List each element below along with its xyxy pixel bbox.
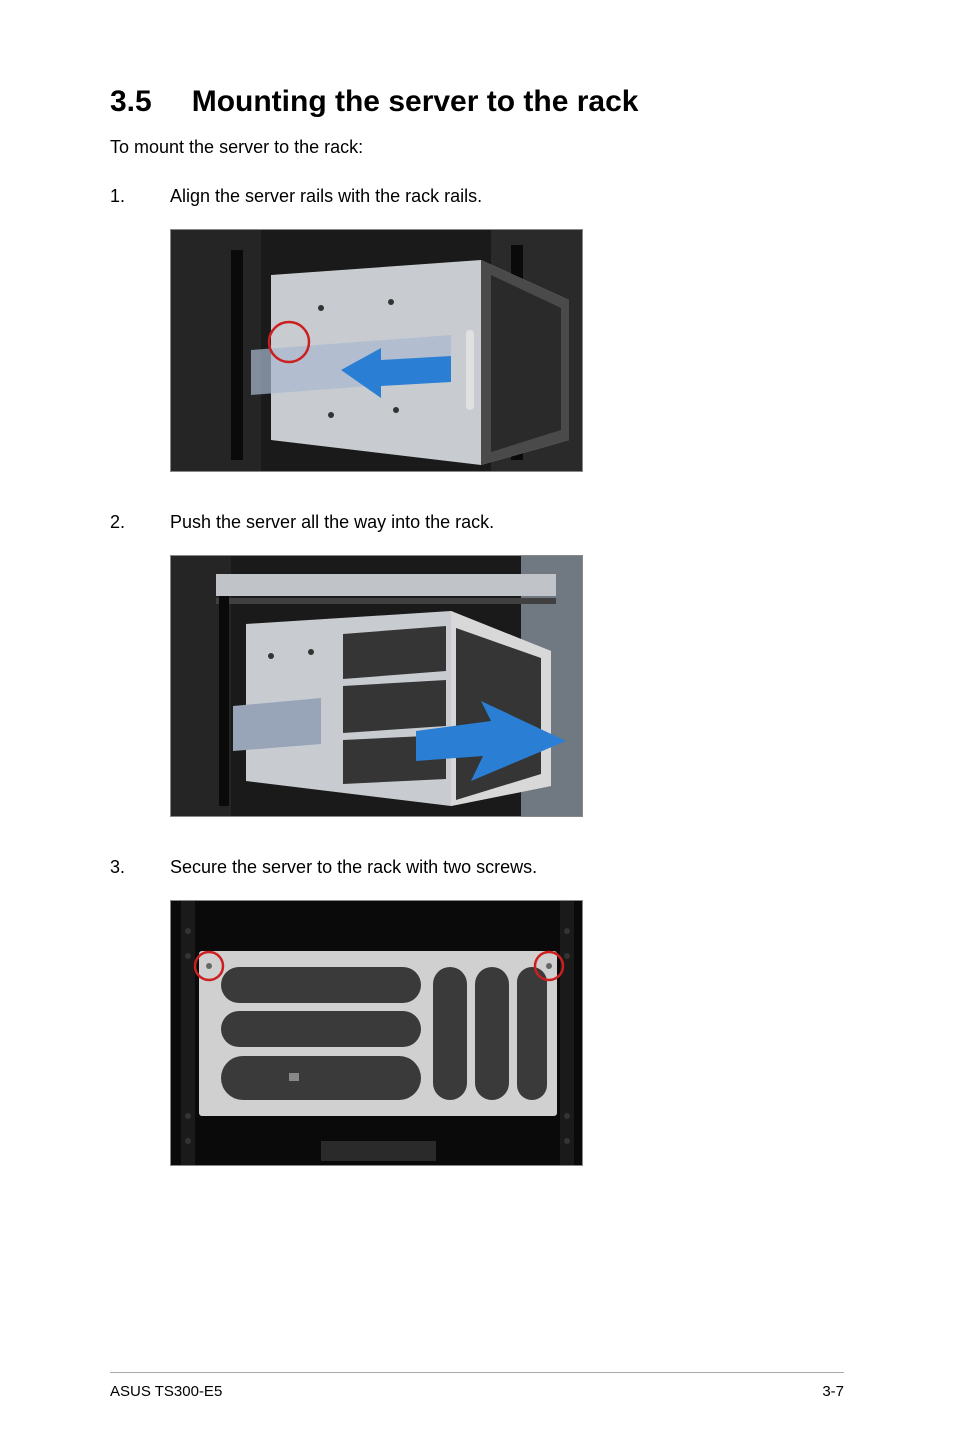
figure-2 [170,555,583,817]
step-number: 2. [110,512,130,533]
section-heading: 3.5 Mounting the server to the rack [110,85,844,119]
step-2: 2. Push the server all the way into the … [110,512,844,533]
step-text: Secure the server to the rack with two s… [170,857,537,878]
step-text: Push the server all the way into the rac… [170,512,494,533]
page-footer: ASUS TS300-E5 3-7 [110,1372,844,1400]
step-3: 3. Secure the server to the rack with tw… [110,857,844,878]
heading-number: 3.5 [110,85,152,119]
step-number: 1. [110,186,130,207]
intro-text: To mount the server to the rack: [110,137,844,158]
footer-left: ASUS TS300-E5 [110,1383,222,1400]
step-text: Align the server rails with the rack rai… [170,186,482,207]
figure-1 [170,229,583,472]
figure-3 [170,900,583,1166]
footer-right: 3-7 [822,1383,844,1400]
step-number: 3. [110,857,130,878]
step-1: 1. Align the server rails with the rack … [110,186,844,207]
heading-title: Mounting the server to the rack [192,85,639,119]
